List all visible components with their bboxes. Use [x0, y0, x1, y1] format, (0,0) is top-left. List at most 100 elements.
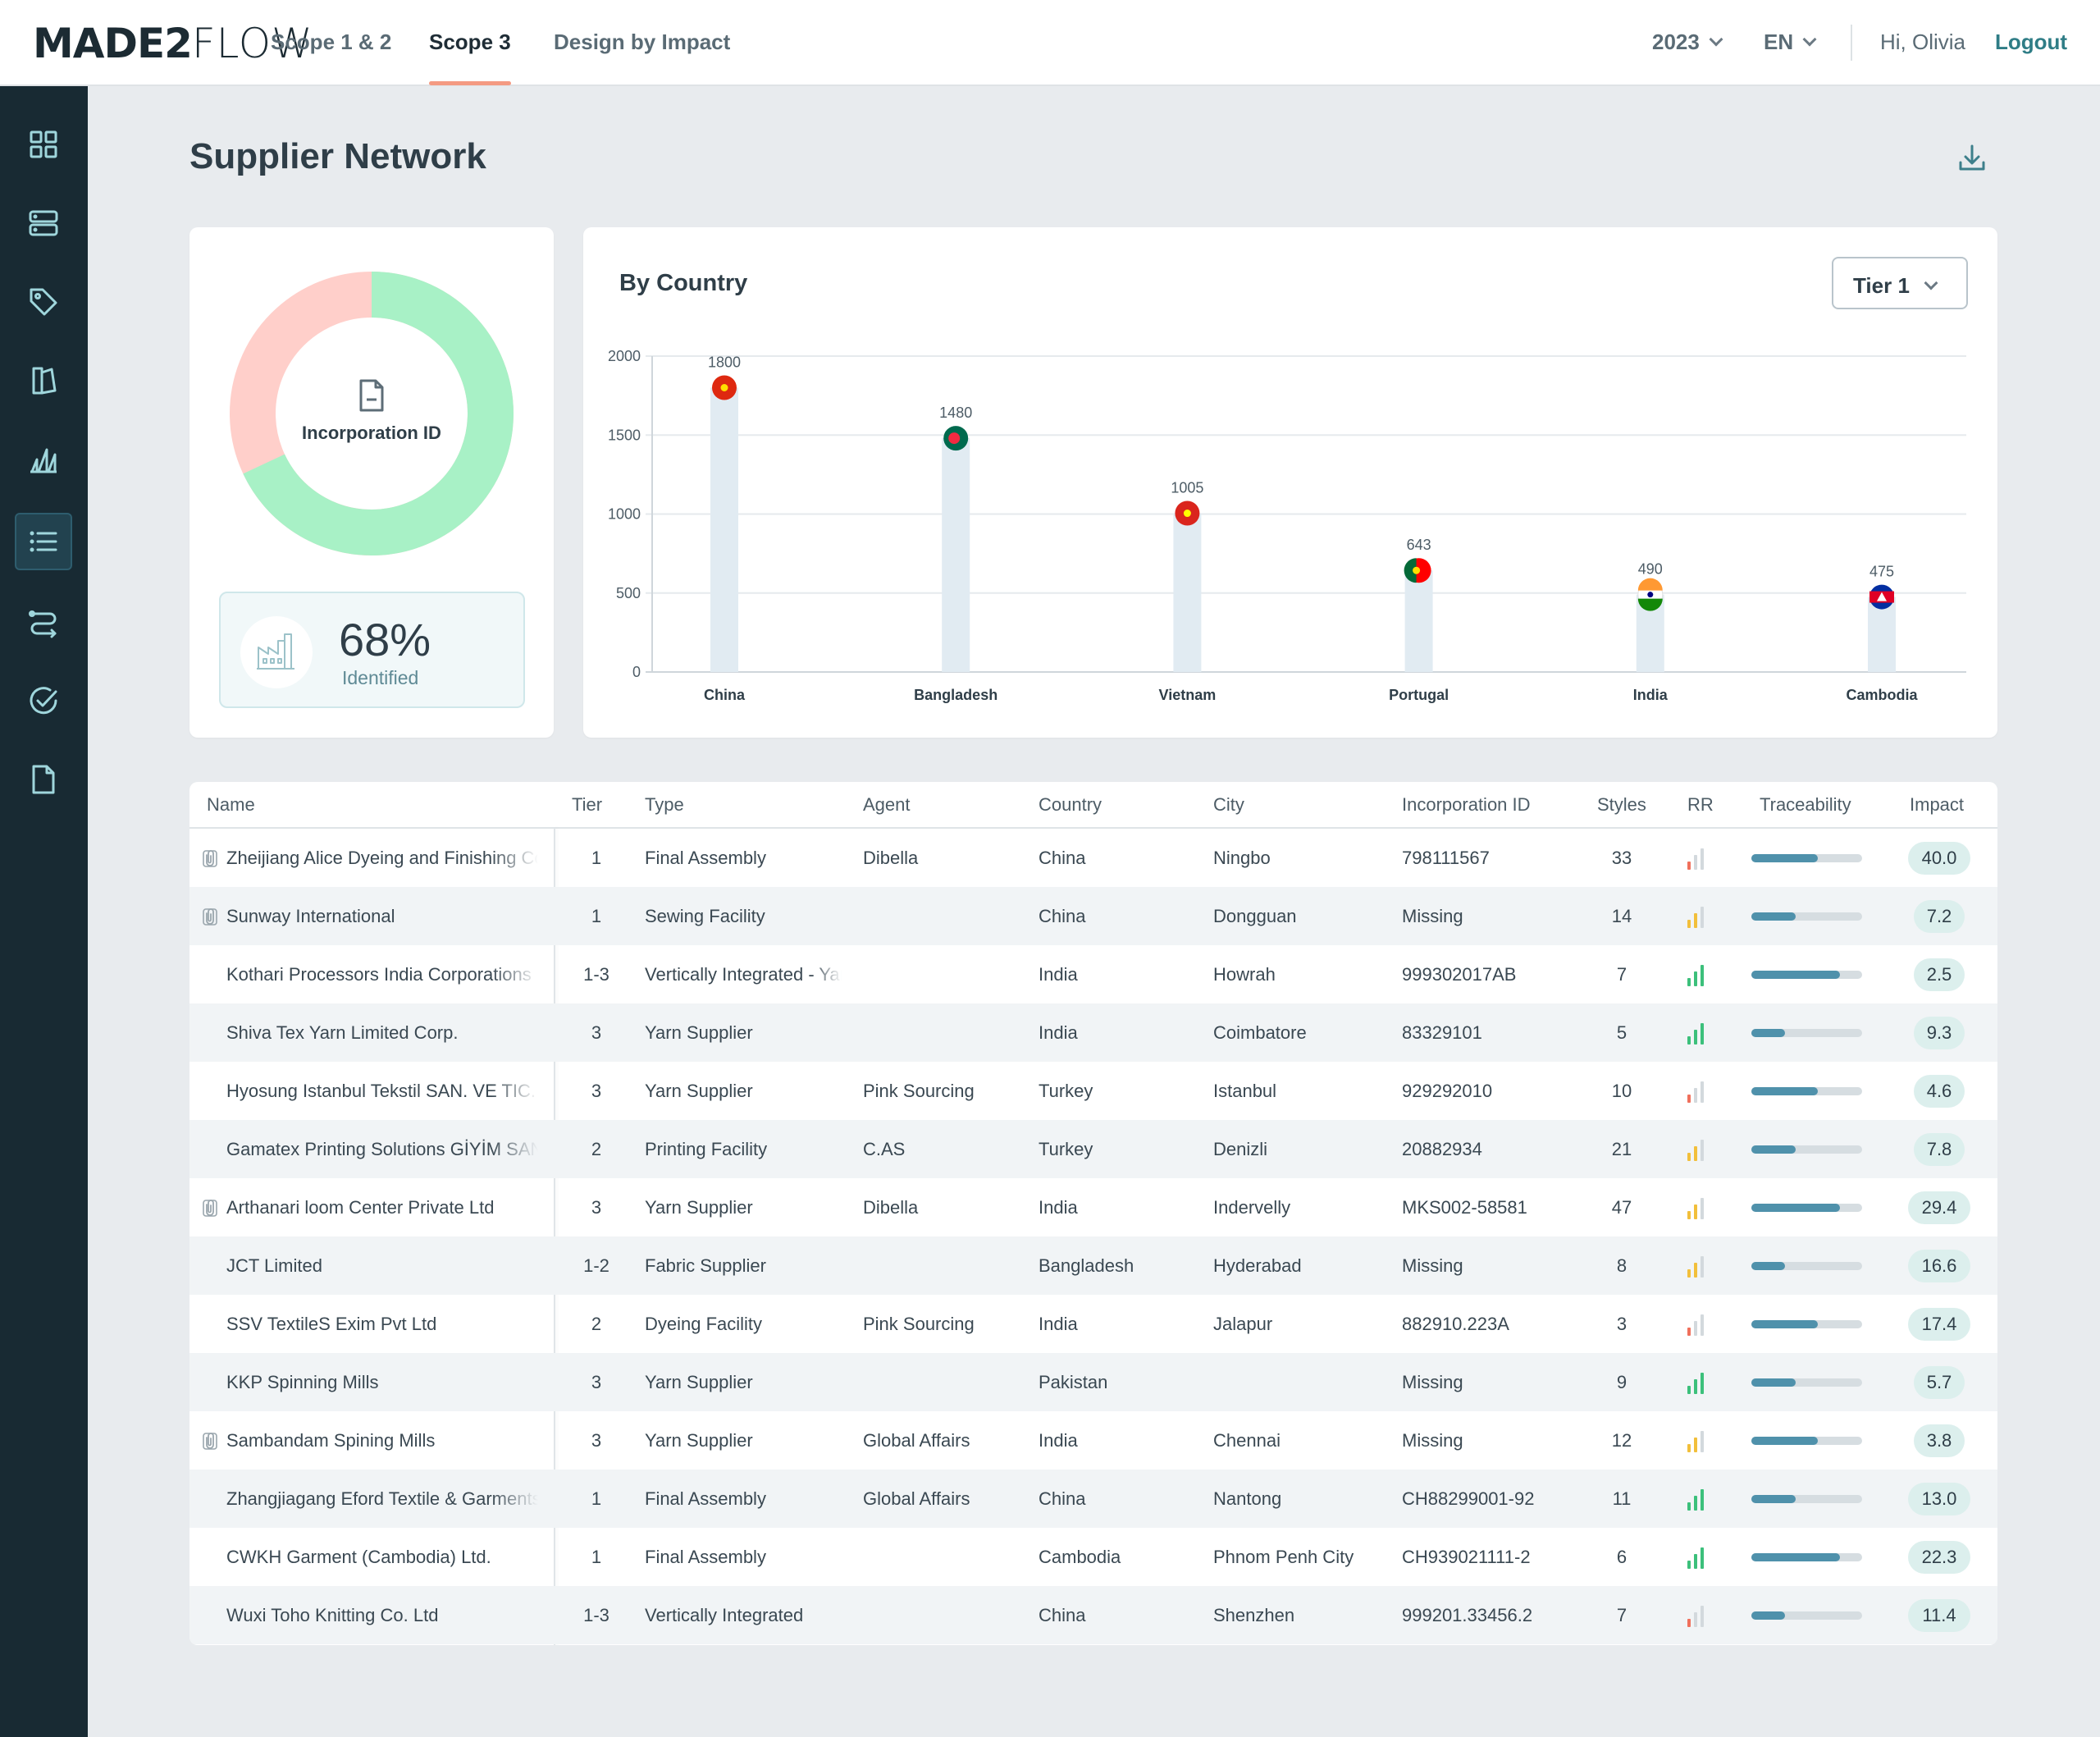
table-row[interactable]: Sambandam Spining Mills 3 Yarn Supplier Glo…	[189, 1411, 1997, 1470]
column-header-tier[interactable]: Tier	[572, 794, 603, 815]
table-row[interactable]: Sunway International 1 Sewing Facility Chin…	[189, 887, 1997, 945]
column-header-type[interactable]: Type	[645, 794, 684, 815]
tab-design-by-impact[interactable]: Design by Impact	[554, 30, 731, 54]
table-row[interactable]: Zhangjiagang Eford Textile & Garments 1 Fi…	[189, 1470, 1997, 1528]
cell-tier: 1	[591, 1488, 602, 1509]
traceability-fill	[1751, 854, 1818, 862]
attachment-icon	[203, 1200, 217, 1217]
flag-icon	[1175, 501, 1200, 526]
column-header-styles[interactable]: Styles	[1597, 794, 1646, 815]
cell-tier: 2	[591, 1314, 602, 1334]
table-row[interactable]: Gamatex Printing Solutions GİYİM SAN. 2 Pr…	[189, 1120, 1997, 1178]
column-header-country[interactable]: Country	[1039, 794, 1102, 815]
logout-link[interactable]: Logout	[1995, 30, 2068, 54]
column-header-rr[interactable]: RR	[1687, 794, 1714, 815]
column-header-impact[interactable]: Impact	[1910, 794, 1965, 815]
rr-bar	[1687, 1502, 1691, 1511]
sidebar-item-dashboard[interactable]	[15, 116, 72, 173]
top-bar: MADE2FLOW Scope 1 & 2 Scope 3 Design by …	[0, 0, 2100, 86]
column-header-incorporation-id[interactable]: Incorporation ID	[1402, 794, 1531, 815]
cell-city: Jalapur	[1213, 1314, 1273, 1334]
sidebar-item-flows[interactable]	[15, 593, 72, 651]
cell-country: China	[1039, 1605, 1086, 1625]
column-header-city[interactable]: City	[1213, 794, 1244, 815]
table-row[interactable]: KKP Spinning Mills 3 Yarn Supplier Pakistan…	[189, 1353, 1997, 1411]
page-title: Supplier Network	[189, 136, 486, 176]
traceability-fill	[1751, 1495, 1796, 1503]
traceability-bar	[1751, 1378, 1862, 1387]
sidebar-item-materials[interactable]	[15, 352, 72, 409]
cell-styles: 33	[1611, 848, 1632, 868]
rr-bar	[1694, 1088, 1697, 1103]
cell-inc-id: 882910.223A	[1402, 1314, 1509, 1334]
bar[interactable]	[710, 387, 738, 673]
rr-bar	[1694, 1146, 1697, 1161]
table-row[interactable]: Zheijiang Alice Dyeing and Finishing Co.…	[189, 829, 1997, 887]
language-select[interactable]: EN	[1764, 30, 1817, 55]
cell-inc-id: Missing	[1402, 1255, 1463, 1276]
traceability-fill	[1751, 912, 1796, 921]
bar[interactable]	[1868, 597, 1896, 672]
cell-agent: C.AS	[863, 1139, 906, 1159]
rr-bar	[1687, 1619, 1691, 1627]
sidebar-item-supplier-network[interactable]	[15, 513, 72, 570]
cell-city: Indervelly	[1213, 1197, 1291, 1218]
rr-signal-icon	[1687, 1313, 1709, 1336]
cell-inc-id: 20882934	[1402, 1139, 1482, 1159]
rr-bar	[1694, 971, 1697, 986]
table-row[interactable]: JCT Limited 1-2 Fabric Supplier Bangladesh H…	[189, 1236, 1997, 1295]
bar[interactable]	[1173, 513, 1202, 672]
table-row[interactable]: CWKH Garment (Cambodia) Ltd. 1 Final Assem…	[189, 1528, 1997, 1586]
cell-inc-id: CH88299001-92	[1402, 1488, 1535, 1509]
logo[interactable]: MADE2FLOW	[33, 20, 313, 67]
table-row[interactable]: SSV TextileS Exim Pvt Ltd 2 Dyeing Facilit…	[189, 1295, 1997, 1353]
rr-bar	[1687, 1211, 1691, 1219]
tier-select[interactable]: Tier 1	[1832, 257, 1968, 309]
bar[interactable]	[1404, 570, 1433, 672]
sidebar-item-reports[interactable]	[15, 751, 72, 808]
table-row[interactable]: Kothari Processors India Corporations 1-3…	[189, 945, 1997, 1003]
sidebar-item-data[interactable]	[15, 194, 72, 252]
cell-agent	[863, 887, 1027, 945]
rr-bar	[1701, 848, 1704, 870]
table-row[interactable]: Arthanari loom Center Private Ltd 3 Yarn S…	[189, 1178, 1997, 1236]
bar[interactable]	[942, 438, 970, 672]
cell-country: India	[1039, 1430, 1078, 1451]
rr-bar	[1694, 1204, 1697, 1219]
sidebar-item-products[interactable]	[15, 273, 72, 331]
traceability-fill	[1751, 1029, 1785, 1037]
table-row[interactable]: Wuxi Toho Knitting Co. Ltd 1-3 Vertically …	[189, 1586, 1997, 1644]
download-icon[interactable]	[1956, 141, 1988, 174]
rr-bar	[1694, 1379, 1697, 1394]
impact-badge: 17.4	[1908, 1308, 1970, 1341]
impact-badge: 40.0	[1908, 842, 1970, 875]
table-row[interactable]: Shiva Tex Yarn Limited Corp. 3 Yarn Suppli…	[189, 1003, 1997, 1062]
rr-bar	[1694, 1612, 1697, 1627]
identified-summary: 68% Identified	[219, 592, 525, 708]
sidebar-item-analytics[interactable]	[15, 431, 72, 488]
sidebar-item-tasks[interactable]	[15, 672, 72, 729]
column-header-agent[interactable]: Agent	[863, 794, 911, 815]
cell-country: India	[1039, 964, 1078, 985]
table-row[interactable]: Hyosung Istanbul Tekstil SAN. VE TIC. 3 Ya…	[189, 1062, 1997, 1120]
year-select[interactable]: 2023	[1652, 30, 1723, 55]
cell-city: Shenzhen	[1213, 1605, 1295, 1625]
traceability-fill	[1751, 1378, 1796, 1387]
impact-badge: 2.5	[1914, 958, 1965, 991]
cell-styles: 14	[1611, 906, 1632, 926]
cell-country: India	[1039, 1314, 1078, 1334]
cell-inc-id: 798111567	[1402, 848, 1490, 868]
divider	[1851, 25, 1852, 61]
flag-icon	[943, 426, 969, 451]
x-tick-label: India	[1633, 687, 1669, 703]
rr-signal-icon	[1687, 1604, 1709, 1627]
column-header-traceability[interactable]: Traceability	[1760, 794, 1851, 815]
column-header-name[interactable]: Name	[207, 794, 255, 815]
chart-icon	[30, 448, 57, 473]
greeting: Hi, Olivia	[1880, 30, 1966, 54]
cell-inc-id: Missing	[1402, 1430, 1463, 1451]
tab-scope-1-2[interactable]: Scope 1 & 2	[271, 30, 392, 54]
rr-bar	[1687, 1328, 1691, 1336]
rr-bar	[1701, 965, 1704, 986]
tab-scope-3[interactable]: Scope 3	[429, 30, 511, 85]
